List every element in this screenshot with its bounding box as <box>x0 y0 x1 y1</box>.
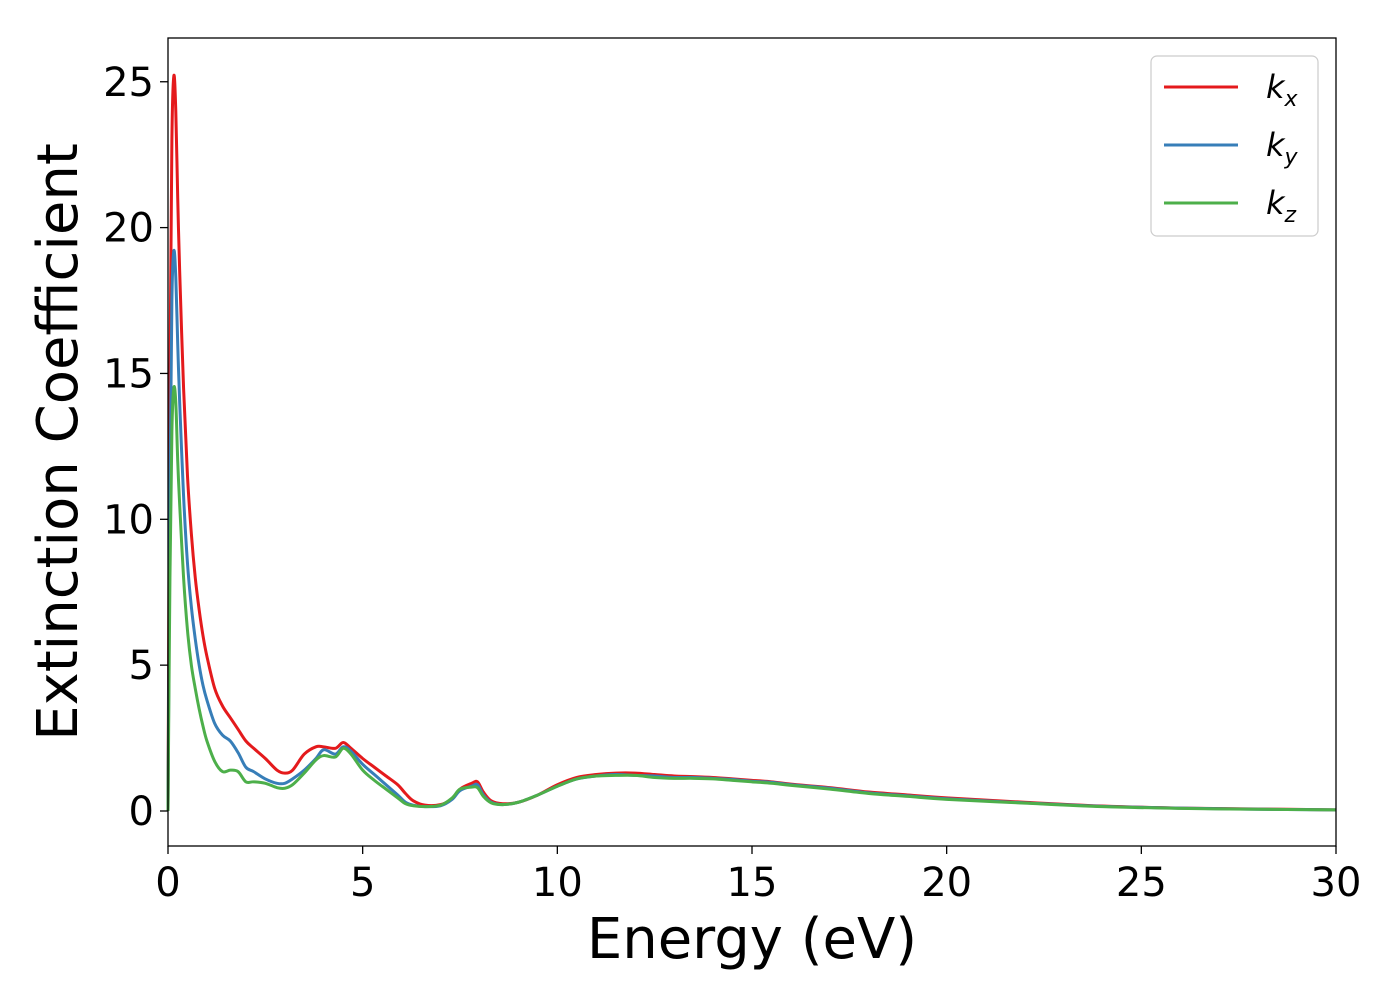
x-tick-label: 30 <box>1311 860 1362 906</box>
legend-label-subscript: x <box>1284 87 1299 112</box>
x-tick-label: 10 <box>532 860 583 906</box>
legend-label-subscript: z <box>1284 203 1297 228</box>
legend-label-base: k <box>1266 68 1286 106</box>
y-axis-ticks: 0 5 10 15 20 25 <box>103 60 168 835</box>
y-tick-label: 15 <box>103 351 154 397</box>
legend-label-base: k <box>1266 126 1286 164</box>
x-tick-label: 0 <box>155 860 180 906</box>
y-tick-label: 0 <box>129 789 154 835</box>
x-axis-label: Energy (eV) <box>587 907 917 972</box>
legend-label-kz: kz <box>1266 184 1297 228</box>
y-tick-label: 5 <box>129 643 154 689</box>
series-line-kz <box>166 385 1337 812</box>
legend-label-ky: ky <box>1266 126 1299 170</box>
y-tick-label: 10 <box>103 497 154 543</box>
series-layer <box>166 73 1337 812</box>
legend-label-base: k <box>1266 184 1286 222</box>
x-axis-ticks: 0 5 10 15 20 25 30 <box>155 846 1361 906</box>
y-axis-label: Extinction Coefficient <box>26 143 91 741</box>
x-tick-label: 5 <box>350 860 375 906</box>
x-tick-label: 20 <box>921 860 972 906</box>
x-tick-label: 25 <box>1116 860 1167 906</box>
legend-label-subscript: y <box>1284 145 1299 170</box>
x-tick-label: 15 <box>727 860 778 906</box>
y-tick-label: 20 <box>103 206 154 252</box>
legend-label-kx: kx <box>1266 68 1299 112</box>
y-tick-label: 25 <box>103 60 154 106</box>
